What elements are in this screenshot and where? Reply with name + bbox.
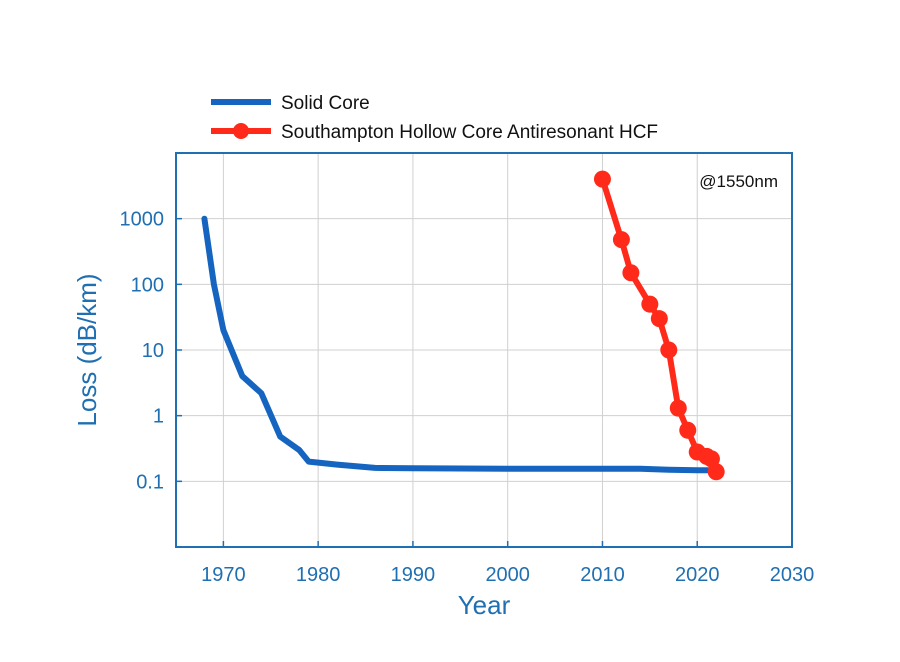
y-tick-label: 1000 [120, 209, 165, 231]
legend-label-solid-core: Solid Core [281, 93, 370, 114]
legend-label-hollow-core: Southampton Hollow Core Antiresonant HCF [281, 122, 658, 143]
y-axis-ticks: 0.1 1 10 100 1000 [120, 209, 182, 493]
data-point-hollow-core [641, 295, 659, 313]
y-tick-label: 0.1 [136, 471, 164, 493]
data-point-hollow-core [660, 341, 678, 359]
y-tick-label: 10 [142, 340, 164, 362]
series [201, 170, 725, 481]
legend-marker-hollow-core [233, 123, 249, 139]
y-tick-label: 100 [131, 274, 164, 296]
data-point-hollow-core [702, 450, 720, 468]
data-point-hollow-core [669, 399, 687, 417]
x-axis-ticks: 1970 1980 1990 2000 2010 2020 2030 [201, 541, 814, 586]
x-tick-label: 1980 [296, 564, 341, 586]
data-point-hollow-core [622, 264, 640, 282]
x-tick-label: 1990 [391, 564, 436, 586]
y-tick-label: 1 [153, 406, 164, 428]
x-tick-label: 2000 [485, 564, 530, 586]
data-point-hollow-core [679, 421, 697, 439]
x-tick-label: 2020 [675, 564, 720, 586]
data-point-hollow-core [593, 170, 611, 188]
x-tick-label: 2010 [580, 564, 625, 586]
x-axis-title: Year [458, 590, 511, 620]
legend: Solid Core Southampton Hollow Core Antir… [211, 93, 658, 143]
y-axis-title: Loss (dB/km) [72, 273, 102, 426]
series-line-0 [201, 215, 715, 474]
data-point-hollow-core [612, 231, 630, 249]
data-point-hollow-core [707, 463, 725, 481]
wavelength-annotation: @1550nm [699, 172, 778, 191]
x-tick-label: 1970 [201, 564, 246, 586]
x-tick-label: 2030 [770, 564, 815, 586]
grid [176, 153, 792, 547]
data-point-hollow-core [650, 310, 668, 328]
